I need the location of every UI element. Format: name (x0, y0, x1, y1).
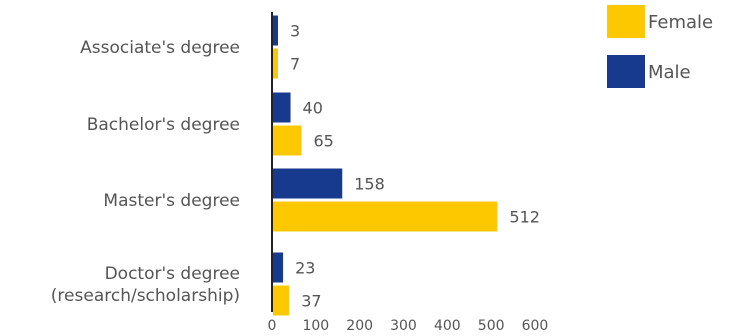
category-label-associate-s-degree: Associate's degree (80, 38, 240, 58)
value-label-female-doctor-s-degree: 37 (301, 292, 321, 311)
bar-male-master-s-degree (273, 168, 343, 199)
x-tick-label-500: 500 (478, 318, 505, 334)
bar-female-bachelor-s-degree (273, 125, 302, 156)
legend-label-male: Male (648, 62, 691, 83)
category-label-master-s-degree: Master's degree (103, 191, 240, 211)
legend: Female Male (607, 5, 713, 88)
value-label-male-doctor-s-degree: 23 (295, 259, 315, 278)
bar-male-associate-s-degree (273, 15, 278, 46)
category-labels-layer: Associate's degree Bachelor's degree Maste… (51, 38, 240, 306)
bar-male-bachelor-s-degree (273, 92, 291, 123)
x-tick-label-600: 600 (522, 318, 549, 334)
value-label-male-bachelor-s-degree: 40 (303, 99, 323, 118)
value-label-male-associate-s-degree: 3 (290, 22, 300, 41)
legend-swatch-male (607, 55, 645, 88)
value-label-female-bachelor-s-degree: 65 (313, 132, 333, 151)
bar-female-master-s-degree (273, 201, 498, 232)
value-label-female-associate-s-degree: 7 (290, 55, 300, 74)
category-label-bachelor-s-degree: Bachelor's degree (87, 115, 240, 135)
value-label-male-master-s-degree: 158 (354, 175, 385, 194)
bar-female-associate-s-degree (273, 48, 278, 79)
value-label-female-master-s-degree: 512 (509, 208, 540, 227)
x-tick-label-400: 400 (434, 318, 461, 334)
bar-male-doctor-s-degree (273, 252, 284, 283)
bars-layer (273, 15, 498, 316)
x-tick-label-200: 200 (346, 318, 373, 334)
bar-female-doctor-s-degree (273, 285, 290, 316)
category-label-doctor-s-degree: Doctor's degree (research/scholarship) (51, 264, 240, 306)
x-tick-label-100: 100 (302, 318, 329, 334)
x-axis-ticks: 0 100 200 300 400 500 600 (268, 318, 549, 334)
x-tick-label-0: 0 (268, 318, 277, 334)
legend-label-female: Female (648, 12, 713, 33)
x-tick-label-300: 300 (390, 318, 417, 334)
legend-swatch-female (607, 5, 645, 38)
